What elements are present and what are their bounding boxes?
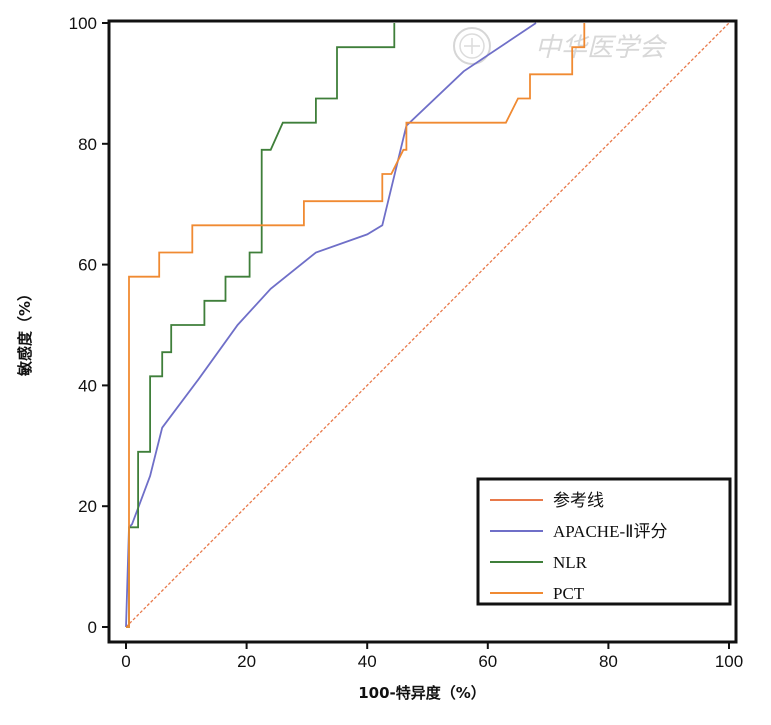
x-tick-label: 100: [715, 652, 743, 671]
legend-box: [476, 477, 732, 606]
legend: 参考线 APACHE-Ⅱ评分 NLR PCT: [476, 477, 732, 606]
y-axis-label: 敏感度（%）: [16, 286, 34, 377]
series-line-reference: [125, 22, 730, 628]
x-tick-label: 40: [358, 652, 377, 671]
y-tick-label: 80: [78, 135, 97, 154]
legend-label: PCT: [553, 584, 585, 603]
x-tick-label: 20: [237, 652, 256, 671]
legend-label: APACHE-Ⅱ评分: [553, 522, 667, 541]
x-axis-label: 100-特异度（%）: [358, 684, 486, 702]
y-tick-label: 0: [88, 618, 97, 637]
series-line-pct: [126, 23, 586, 628]
series-line-apache: [125, 22, 537, 628]
watermark-text: 中华医学会: [535, 33, 668, 63]
watermark-seal-icon: [453, 27, 491, 65]
y-tick-label: 20: [78, 497, 97, 516]
plot-frame: [107, 19, 738, 644]
series-line-nlr: [126, 23, 396, 628]
legend-label: 参考线: [553, 491, 604, 510]
watermark: 中华医学会: [453, 27, 668, 65]
x-tick-label: 60: [478, 652, 497, 671]
y-tick-label: 60: [78, 256, 97, 275]
legend-items: 参考线 APACHE-Ⅱ评分 NLR PCT: [490, 491, 667, 603]
y-tick-label: 40: [78, 376, 97, 395]
legend-label: NLR: [553, 553, 588, 572]
y-tick-label: 100: [69, 14, 97, 33]
x-tick-label: 80: [599, 652, 618, 671]
axes-layer: 0 20 40 60 80 100 0 20 40 60 80 100: [69, 14, 744, 671]
x-tick-label: 0: [121, 652, 130, 671]
series-layer: [125, 22, 730, 628]
